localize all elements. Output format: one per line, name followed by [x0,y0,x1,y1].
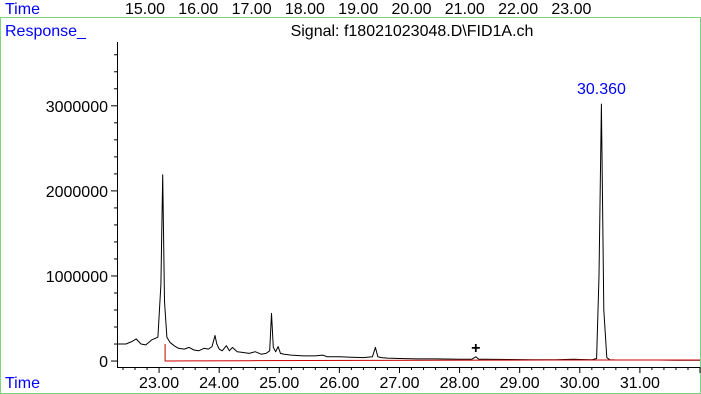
x-axis: 23.00 24.00 25.00 26.00 27.00 28.00 29.00 30.00… [122,367,701,392]
x-tick-label: 30.00 [560,375,600,392]
peak-marker: + [471,340,480,357]
top-tick-label: 23.00 [551,1,591,18]
x-tick-label: 23.00 [139,375,179,392]
y-tick-label: 1000000 [46,269,108,286]
top-tick-label: 22.00 [498,1,538,18]
y-tick-label: 0 [99,354,108,371]
y-axis: 0 1000000 2000000 3000000 [46,54,117,371]
top-tick-label: 20.00 [391,1,431,18]
top-tick-label: 15.00 [125,1,165,18]
response-label: Response_ [5,23,87,40]
x-tick-label: 27.00 [379,375,419,392]
x-tick-label: 31.00 [620,375,660,392]
annotation-layer: 30.360 + [471,81,626,357]
baseline-line [164,344,700,362]
series-layer [117,103,700,362]
x-tick-label: 26.00 [319,375,359,392]
top-time-ticks: 15.00 16.00 17.00 18.00 19.00 20.00 21.00 22.00… [125,1,592,18]
top-tick-label: 17.00 [232,1,272,18]
y-tick-label: 3000000 [46,99,108,116]
x-tick-label: 28.00 [440,375,480,392]
top-tick-label: 16.00 [178,1,218,18]
y-tick-label: 2000000 [46,184,108,201]
bottom-time-label: Time [5,375,40,392]
top-tick-label: 21.00 [445,1,485,18]
signal-title: Signal: f18021023048.D\FID1A.ch [291,23,534,40]
top-time-label: Time [5,1,40,18]
top-tick-label: 19.00 [338,1,378,18]
x-tick-label: 29.00 [500,375,540,392]
x-tick-label: 25.00 [259,375,299,392]
x-tick-label: 24.00 [199,375,239,392]
signal-trace-line [117,103,700,361]
top-tick-label: 18.00 [285,1,325,18]
peak-label: 30.360 [577,81,626,98]
